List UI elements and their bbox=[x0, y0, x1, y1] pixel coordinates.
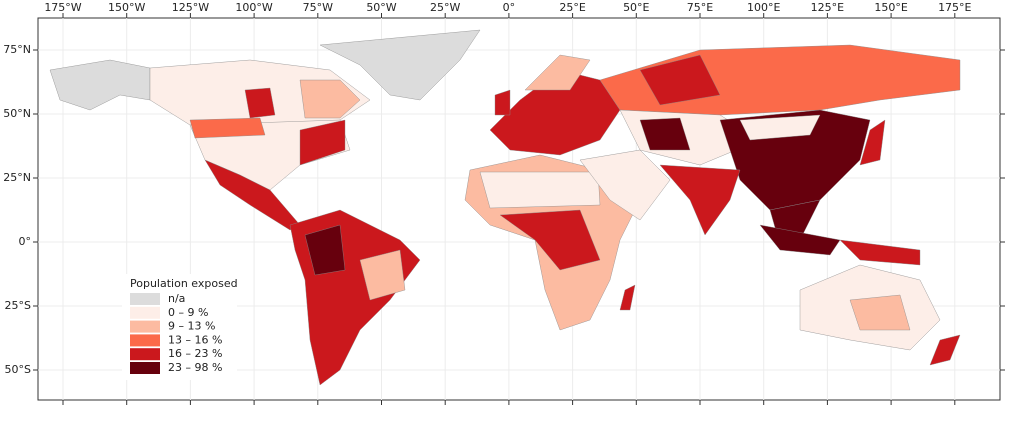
land bbox=[49, 29, 961, 386]
legend: Population exposed n/a0 – 9 %9 – 13 %13 … bbox=[122, 274, 238, 380]
lat-label: 50°N bbox=[3, 107, 31, 120]
lon-label: 100°W bbox=[235, 1, 272, 14]
region bbox=[304, 224, 346, 276]
legend-swatch bbox=[130, 334, 160, 347]
new-zealand bbox=[929, 334, 961, 366]
lon-label: 25°E bbox=[559, 1, 585, 14]
region bbox=[639, 54, 721, 106]
usa-east bbox=[299, 119, 346, 166]
legend-swatch bbox=[130, 320, 160, 333]
legend-swatch bbox=[130, 293, 160, 305]
indonesia bbox=[759, 224, 841, 256]
region bbox=[189, 117, 266, 139]
scandinavia bbox=[524, 54, 591, 91]
uk bbox=[494, 89, 511, 116]
lon-label: 50°W bbox=[366, 1, 396, 14]
lon-label: 100°E bbox=[747, 1, 780, 14]
lon-label: 175°W bbox=[44, 1, 81, 14]
lon-label: 75°W bbox=[303, 1, 333, 14]
legend-title: Population exposed bbox=[130, 277, 238, 290]
legend-label: n/a bbox=[168, 292, 185, 305]
lon-label: 125°E bbox=[811, 1, 844, 14]
lon-label: 25°W bbox=[430, 1, 460, 14]
lat-label: 25°S bbox=[5, 299, 31, 312]
madagascar bbox=[619, 284, 636, 311]
lon-label: 50°E bbox=[623, 1, 649, 14]
legend-label: 0 – 9 % bbox=[168, 306, 208, 319]
alaska bbox=[49, 59, 151, 111]
lon-label: 125°W bbox=[172, 1, 209, 14]
mongolia bbox=[739, 114, 821, 141]
legend-swatch bbox=[130, 348, 160, 361]
lat-label: 0° bbox=[19, 235, 32, 248]
middle-east bbox=[579, 149, 671, 221]
region bbox=[639, 117, 691, 151]
lon-label: 150°E bbox=[874, 1, 907, 14]
legend-swatch bbox=[130, 362, 160, 374]
axes: 175°W 150°W 125°W 100°W 75°W 50°W 25°W 0° 25°E 50… bbox=[3, 1, 1005, 405]
legend-label: 23 – 98 % bbox=[168, 361, 222, 374]
sahara bbox=[479, 171, 601, 209]
legend-label: 13 – 16 % bbox=[168, 333, 222, 346]
lon-label: 0° bbox=[503, 1, 516, 14]
region bbox=[244, 87, 276, 119]
japan bbox=[859, 119, 886, 166]
legend-swatch bbox=[130, 306, 160, 319]
legend-label: 16 – 23 % bbox=[168, 347, 222, 360]
region bbox=[499, 209, 601, 271]
lon-label: 175°E bbox=[938, 1, 971, 14]
lat-label: 25°N bbox=[3, 171, 31, 184]
lat-label: 50°S bbox=[5, 363, 31, 376]
lat-label: 75°N bbox=[3, 43, 31, 56]
region bbox=[849, 294, 911, 331]
lon-label: 75°E bbox=[687, 1, 713, 14]
region bbox=[359, 249, 406, 301]
legend-label: 9 – 13 % bbox=[168, 320, 215, 333]
lon-label: 150°W bbox=[108, 1, 145, 14]
new-guinea bbox=[839, 239, 921, 266]
greenland bbox=[319, 29, 481, 101]
region bbox=[299, 79, 361, 119]
india bbox=[659, 164, 741, 236]
